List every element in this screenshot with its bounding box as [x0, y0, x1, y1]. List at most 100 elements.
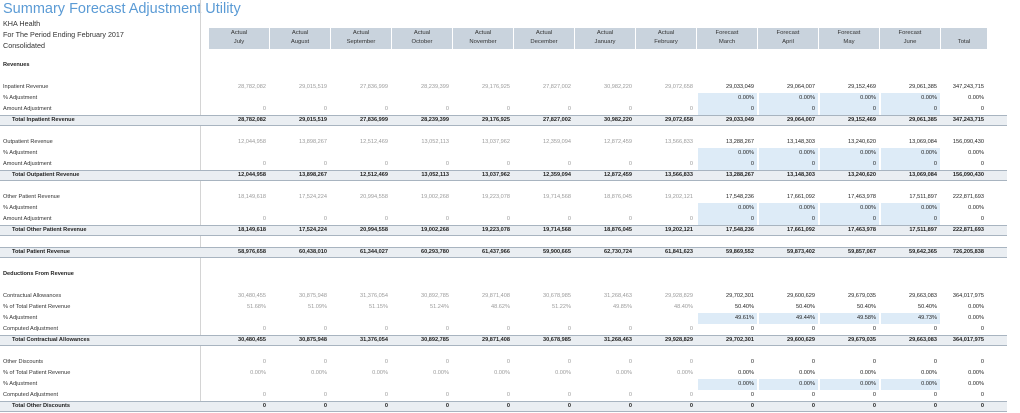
- column-type-label: Actual: [474, 30, 492, 36]
- table-cell: 0.00%: [433, 370, 449, 376]
- table-cell: 18,876,045: [604, 194, 632, 200]
- table-cell: 0: [811, 403, 815, 409]
- table-cell: 0: [262, 216, 266, 222]
- table-cell: 59,900,665: [543, 249, 571, 255]
- table-cell: 13,566,833: [665, 139, 693, 145]
- table-cell: 17,463,978: [848, 194, 876, 200]
- table-row: % Adjustment 0.00% 0.00% 0.00% 0.00% 0.00%: [0, 379, 1007, 390]
- row-label: Total Other Patient Revenue: [12, 227, 87, 233]
- adjustment-input-cell[interactable]: 0.00%: [759, 148, 818, 159]
- table-cell: 0: [567, 403, 571, 409]
- table-cell: 0: [384, 326, 388, 332]
- table-cell: 30,982,220: [604, 117, 632, 123]
- table-cell: 27,827,002: [543, 117, 571, 123]
- adjustment-input-cell[interactable]: 0.00%: [881, 93, 940, 104]
- adjustment-input-cell[interactable]: 0: [698, 104, 757, 115]
- table-cell: 51.22%: [552, 304, 571, 310]
- adjustment-input-cell[interactable]: 0.00%: [698, 379, 757, 390]
- table-cell: 364,017,975: [952, 337, 984, 343]
- table-cell: 12,359,094: [543, 172, 571, 178]
- table-cell: 29,072,658: [665, 117, 693, 123]
- table-cell: 0.00%: [968, 95, 984, 101]
- adjustment-input-cell[interactable]: 0.00%: [759, 93, 818, 104]
- table-cell: 29,152,469: [848, 84, 876, 90]
- adjustment-input-cell[interactable]: 0: [759, 214, 818, 225]
- table-cell: 0: [323, 392, 327, 398]
- adjustment-input-cell[interactable]: 0.00%: [881, 148, 940, 159]
- adjustment-input-cell[interactable]: 0: [698, 159, 757, 170]
- adjustment-input-cell[interactable]: 0: [820, 214, 879, 225]
- adjustment-input-cell[interactable]: 0: [881, 214, 940, 225]
- table-cell: 0: [689, 392, 693, 398]
- spacer-row: [0, 346, 1007, 357]
- table-cell: [637, 313, 696, 324]
- adjustment-input-cell[interactable]: 0.00%: [759, 379, 818, 390]
- adjustment-input-cell[interactable]: 0: [698, 214, 757, 225]
- adjustment-input-cell[interactable]: 0: [759, 159, 818, 170]
- table-cell: 49.85%: [613, 304, 632, 310]
- column-month-label: January: [594, 39, 616, 46]
- adjustment-input-cell[interactable]: 0: [820, 159, 879, 170]
- table-row: Amount Adjustment 0 0 0 0 0 0 0 0 0 0 0 0 0: [0, 214, 1007, 225]
- adjustment-input-cell[interactable]: 0.00%: [881, 203, 940, 214]
- table-cell: 0: [445, 106, 449, 112]
- table-cell: [576, 203, 635, 214]
- adjustment-input-cell[interactable]: 0.00%: [698, 203, 757, 214]
- row-label: Amount Adjustment: [3, 106, 52, 112]
- adjustment-input-cell[interactable]: 0.00%: [820, 148, 879, 159]
- table-cell: 0.00%: [250, 370, 266, 376]
- table-cell: 30,480,455: [238, 293, 266, 299]
- table-cell: [637, 93, 696, 104]
- adjustment-input-cell[interactable]: 0.00%: [820, 203, 879, 214]
- adjustment-input-cell[interactable]: 49.61%: [698, 313, 757, 324]
- adjustment-input-cell[interactable]: 0: [820, 104, 879, 115]
- table-cell: [454, 313, 513, 324]
- row-label: Total Other Discounts: [12, 403, 71, 409]
- table-row: Computed Adjustment 0 0 0 0 0 0 0 0 0 0 0 0 0: [0, 390, 1007, 401]
- total-row: Total Patient Revenue 58,976,658 60,438,01…: [0, 247, 1007, 258]
- adjustment-input-cell[interactable]: 0.00%: [820, 379, 879, 390]
- row-label: Other Discounts: [3, 359, 44, 365]
- adjustment-input-cell[interactable]: 49.44%: [759, 313, 818, 324]
- table-cell: 0: [750, 392, 754, 398]
- table-cell: 27,836,999: [360, 84, 388, 90]
- column-month-label: September: [346, 39, 376, 46]
- adjustment-input-cell[interactable]: 0.00%: [759, 203, 818, 214]
- table-cell: 29,871,408: [482, 337, 510, 343]
- table-cell: 31,268,463: [604, 337, 632, 343]
- table-cell: 0: [567, 392, 571, 398]
- adjustment-input-cell[interactable]: 0: [881, 159, 940, 170]
- adjustment-input-cell[interactable]: 0: [881, 104, 940, 115]
- table-cell: 0.00%: [968, 370, 984, 376]
- adjustment-input-cell[interactable]: 0.00%: [881, 379, 940, 390]
- spacer-row: [0, 280, 1007, 291]
- table-cell: 29,033,049: [726, 84, 754, 90]
- table-cell: 29,679,035: [848, 337, 876, 343]
- table-cell: 29,663,083: [909, 293, 937, 299]
- table-cell: 13,037,962: [482, 139, 510, 145]
- table-cell: 20,994,558: [360, 194, 388, 200]
- table-cell: 0: [323, 403, 327, 409]
- table-cell: [210, 313, 269, 324]
- adjustment-input-cell[interactable]: 49.73%: [881, 313, 940, 324]
- table-cell: 0: [323, 106, 327, 112]
- table-cell: 29,679,035: [848, 293, 876, 299]
- adjustment-input-cell[interactable]: 0.00%: [698, 148, 757, 159]
- adjustment-input-cell[interactable]: 49.58%: [820, 313, 879, 324]
- adjustment-input-cell[interactable]: 0: [759, 104, 818, 115]
- table-cell: 28,239,399: [421, 117, 449, 123]
- table-cell: 29,064,007: [787, 117, 815, 123]
- table-cell: 364,017,975: [952, 293, 984, 299]
- adjustment-input-cell[interactable]: 0.00%: [820, 93, 879, 104]
- table-cell: 29,600,629: [787, 337, 815, 343]
- row-label: Amount Adjustment: [3, 161, 52, 167]
- table-cell: 0: [445, 392, 449, 398]
- table-cell: [332, 148, 391, 159]
- table-cell: 61,437,966: [482, 249, 510, 255]
- adjustment-input-cell[interactable]: 0.00%: [698, 93, 757, 104]
- table-cell: 13,288,267: [726, 172, 754, 178]
- period-label: For The Period Ending February 2017: [3, 30, 124, 39]
- table-cell: 29,663,083: [909, 337, 937, 343]
- table-row: Other Discounts 0 0 0 0 0 0 0 0 0 0 0 0 0: [0, 357, 1007, 368]
- table-cell: 0: [323, 326, 327, 332]
